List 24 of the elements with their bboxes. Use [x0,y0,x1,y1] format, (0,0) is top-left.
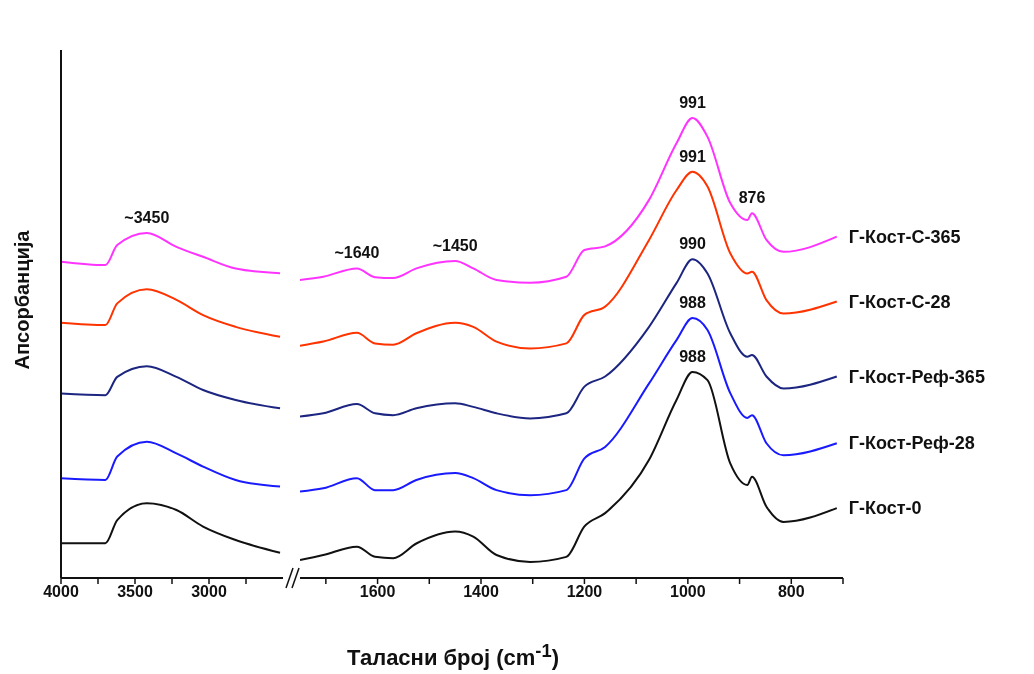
x-tick-label: 1600 [359,583,396,601]
series-label: Г-Кост-С-365 [848,226,961,247]
series-label: Г-Кост-Реф-365 [848,366,985,387]
series-label: Г-Кост-0 [848,498,922,519]
x-tick-label: 800 [777,583,805,601]
annotation: 990 [679,235,706,253]
x-tick-label: 1400 [463,583,499,601]
x-axis-title: Таласни број (cm$^{-1}$) [346,640,560,672]
series-label: Г-Кост-Реф-28 [848,433,975,454]
x-tick-label: 3500 [117,583,153,601]
annotation: 991 [679,147,706,165]
x-tick-label: 4000 [43,583,79,601]
annotation: 876 [738,189,766,207]
annotation: 991 [679,94,706,111]
annotation: 988 [679,294,706,312]
x-tick-label: 1200 [566,583,603,601]
x-tick-label: 3000 [191,583,227,601]
x-tick-label: 1000 [670,583,706,601]
annotation: 988 [679,347,706,365]
y-axis-title: Апсорбанција [10,230,34,370]
annotation: ~1450 [432,237,478,255]
annotation: ~1640 [334,244,380,262]
series-label: Г-Кост-С-28 [848,291,951,312]
annotation: ~3450 [124,209,170,226]
